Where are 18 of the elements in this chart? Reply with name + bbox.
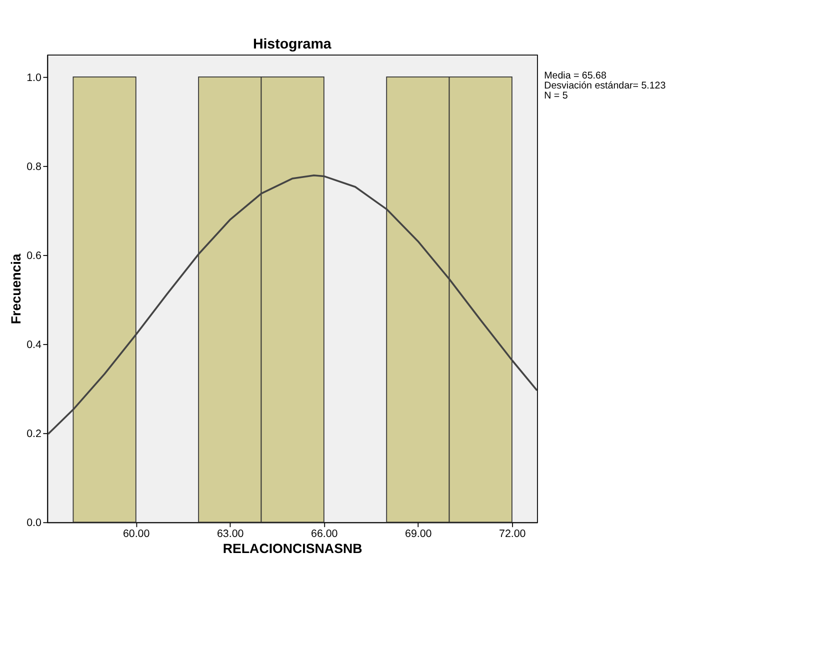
y-tick-label: 0.4 <box>26 339 42 352</box>
text: Desviación estándar= 5.123 <box>544 80 666 92</box>
y-tick-label: 1.0 <box>26 72 42 84</box>
x-tick-label: 72.00 <box>499 528 526 540</box>
y-tick-label: 0.6 <box>26 250 42 262</box>
line-series <box>47 174 538 435</box>
y-tick-label: 0.0 <box>26 517 42 530</box>
x-tick-label: 69.00 <box>405 528 432 540</box>
x-axis-title: RELACIONCISNASNB <box>222 540 363 556</box>
y-tick-label: 0.8 <box>26 160 42 173</box>
y-tick-label: 0.2 <box>26 428 42 440</box>
chart-title: Histograma <box>252 36 332 52</box>
x-tick-label: 60.00 <box>122 528 150 540</box>
x-tick-label: 66.00 <box>311 528 338 540</box>
x-tick-label: 63.00 <box>216 528 244 540</box>
text: N = 5 <box>544 90 568 102</box>
y-axis-title: Frecuencia <box>8 253 24 324</box>
text: Media = 65.68 <box>544 70 607 82</box>
